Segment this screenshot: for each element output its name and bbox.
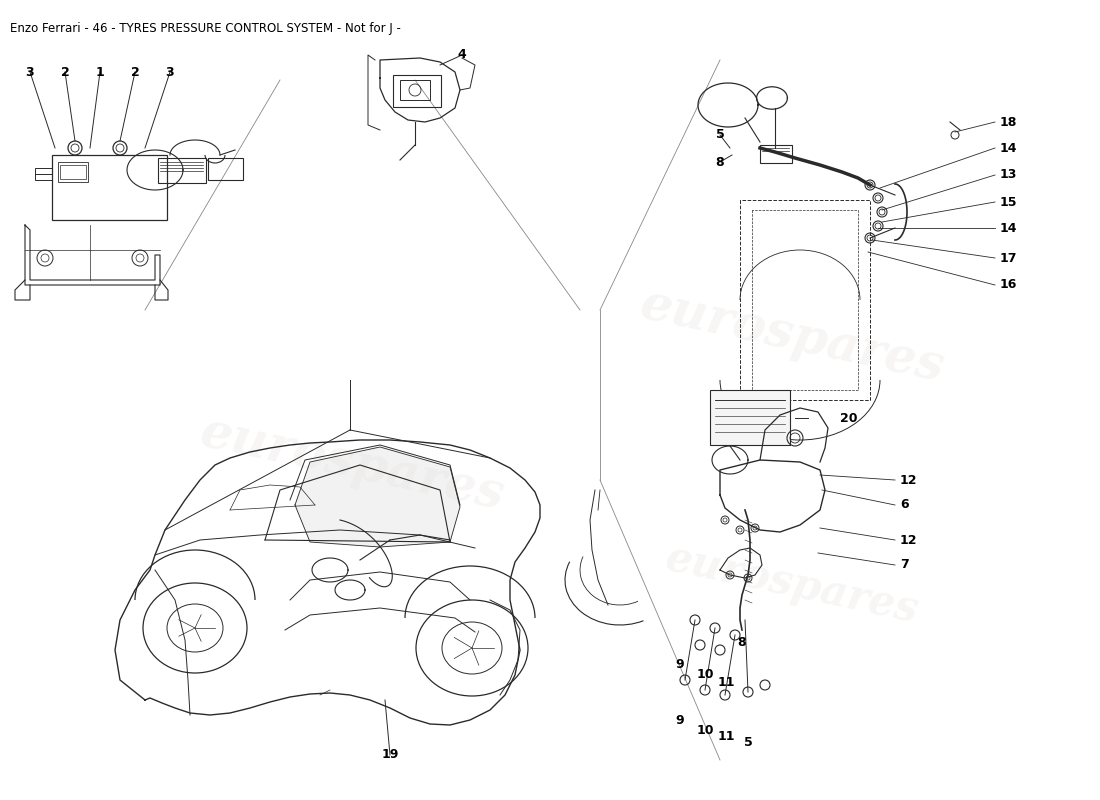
Bar <box>35 168 52 180</box>
Text: 13: 13 <box>1000 169 1018 182</box>
Text: 14: 14 <box>1000 222 1018 234</box>
Bar <box>208 158 243 180</box>
Text: 9: 9 <box>675 658 684 671</box>
Text: 3: 3 <box>166 66 174 78</box>
Text: 12: 12 <box>900 474 917 486</box>
Bar <box>760 145 792 163</box>
Text: 8: 8 <box>738 635 746 649</box>
Text: 8: 8 <box>716 155 724 169</box>
Text: 15: 15 <box>1000 195 1018 209</box>
Bar <box>400 80 430 100</box>
Text: 11: 11 <box>717 675 735 689</box>
Text: 17: 17 <box>1000 251 1018 265</box>
Text: 19: 19 <box>382 749 398 762</box>
Text: 2: 2 <box>60 66 69 78</box>
Text: 14: 14 <box>1000 142 1018 154</box>
Text: 3: 3 <box>25 66 34 78</box>
Text: eurospares: eurospares <box>661 537 923 631</box>
Text: 12: 12 <box>900 534 917 546</box>
Text: 7: 7 <box>900 558 909 571</box>
Text: 1: 1 <box>96 66 104 78</box>
Text: 18: 18 <box>1000 115 1018 129</box>
Text: 5: 5 <box>716 129 725 142</box>
Text: Enzo Ferrari - 46 - TYRES PRESSURE CONTROL SYSTEM - Not for J -: Enzo Ferrari - 46 - TYRES PRESSURE CONTR… <box>10 22 400 35</box>
Text: 9: 9 <box>675 714 684 726</box>
Text: 11: 11 <box>717 730 735 743</box>
Bar <box>52 155 167 220</box>
Bar <box>158 158 206 183</box>
Text: 6: 6 <box>900 498 909 511</box>
Bar <box>60 165 86 179</box>
Text: 2: 2 <box>131 66 140 78</box>
Text: 5: 5 <box>744 735 752 749</box>
Text: 10: 10 <box>696 723 714 737</box>
Text: 10: 10 <box>696 669 714 682</box>
Text: 4: 4 <box>458 49 466 62</box>
Text: 20: 20 <box>840 411 858 425</box>
Polygon shape <box>295 447 460 547</box>
Bar <box>393 75 441 107</box>
Bar <box>710 390 790 445</box>
Bar <box>58 162 88 182</box>
Text: eurospares: eurospares <box>636 280 948 392</box>
Text: eurospares: eurospares <box>196 408 508 520</box>
Text: 16: 16 <box>1000 278 1018 291</box>
